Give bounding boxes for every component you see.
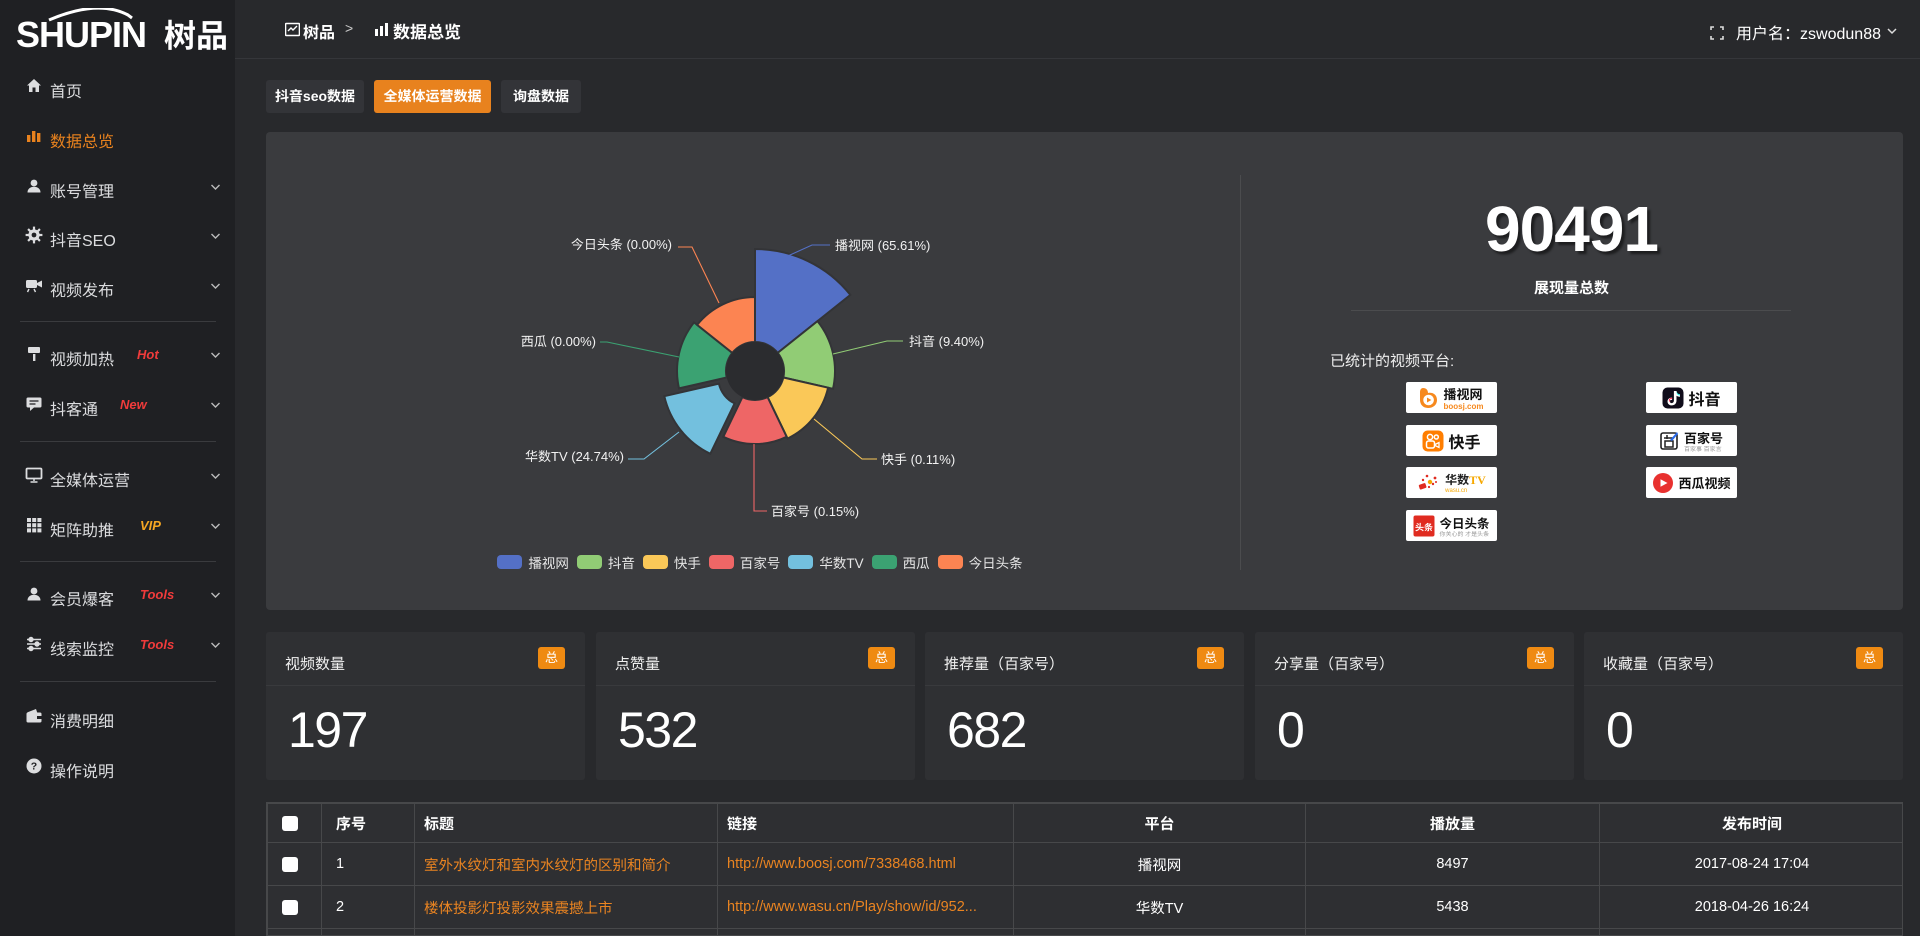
svg-text:快手 (0.11%): 快手 (0.11%) xyxy=(881,452,955,467)
svg-text:今日头条 (0.00%): 今日头条 (0.00%) xyxy=(571,237,672,252)
svg-text:抖音 (9.40%): 抖音 (9.40%) xyxy=(909,334,984,349)
svg-text:SHUPIN: SHUPIN xyxy=(16,14,146,53)
svg-text:树品: 树品 xyxy=(164,11,228,53)
svg-text:播视网 (65.61%): 播视网 (65.61%) xyxy=(835,238,930,253)
svg-text:百家号 (0.15%): 百家号 (0.15%) xyxy=(771,504,859,519)
svg-text:头条: 头条 xyxy=(1415,520,1433,533)
svg-text:华数TV (24.74%): 华数TV (24.74%) xyxy=(525,449,624,464)
svg-text:西瓜 (0.00%): 西瓜 (0.00%) xyxy=(521,334,596,349)
svg-text:?: ? xyxy=(31,761,37,773)
